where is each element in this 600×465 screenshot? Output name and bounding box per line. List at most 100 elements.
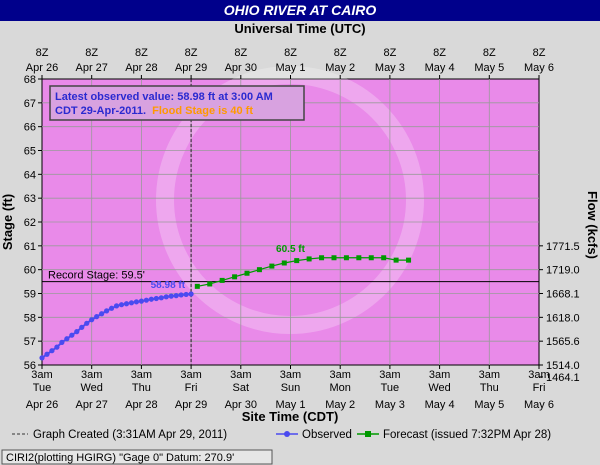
observed-point [168,293,174,299]
top-tick-time: 8Z [334,47,347,59]
info-box [49,85,305,121]
right-axis-title: Flow (kcfs) [585,191,600,259]
y-tick-label: 68 [24,74,36,86]
observed-point [64,336,70,342]
x-tick-date: May 5 [474,399,504,411]
flow-tick-label: 1771.5 [546,241,580,253]
y-tick-label: 63 [24,193,36,205]
x-tick-date: May 6 [524,399,554,411]
top-tick-time: 8Z [185,47,198,59]
info-line-1: Latest observed value: 58.98 ft at 3:00 … [55,91,273,103]
top-tick-date: May 5 [474,62,504,74]
observed-point [133,299,140,305]
x-tick-date: Apr 26 [26,399,58,411]
forecast-point [406,257,412,263]
forecast-peak-label: 60.5 ft [276,244,306,255]
title-bar [0,0,600,21]
x-tick-date: May 2 [325,399,355,411]
x-tick-time: 3am [31,369,52,381]
x-tick-day: Fri [533,382,546,394]
legend-observed-marker [284,431,290,437]
x-tick-day: Tue [33,382,52,394]
observed-peak-label: 58.98 ft [151,280,186,291]
x-tick-time: 3am [280,369,301,381]
observed-point [183,291,189,298]
observed-point [89,317,95,323]
x-tick-date: Apr 30 [225,399,257,411]
forecast-point [319,255,325,261]
top-tick-time: 8Z [483,47,496,59]
forecast-point [356,255,362,261]
observed-point [108,305,115,311]
observed-point [99,311,105,317]
legend-observed: Observed [302,429,352,441]
y-tick-label: 57 [24,336,36,348]
x-tick-day: Wed [80,382,102,394]
footer-box [1,449,273,465]
x-tick-date: Apr 27 [75,399,107,411]
top-tick-date: May 6 [524,62,554,74]
observed-point [158,295,164,301]
observed-point [128,300,135,306]
x-tick-time: 3am [230,369,251,381]
forecast-point [281,260,287,266]
top-tick-date: May 3 [375,62,405,74]
top-tick-time: 8Z [284,47,297,59]
x-tick-time: 3am [81,369,102,381]
forecast-point [232,274,238,280]
top-tick-time: 8Z [533,47,546,59]
flood-stage-text: Flood Stage is 40 ft [152,105,253,117]
observed-point [59,339,65,345]
top-tick-date: Apr 26 [26,62,58,74]
forecast-point [331,255,337,261]
flow-tick-label: 1719.0 [546,265,580,277]
x-tick-time: 3am [379,369,400,381]
top-tick-date: Apr 29 [175,62,207,74]
y-tick-label: 66 [24,122,36,134]
left-axis-title: Stage (ft) [0,194,15,250]
x-tick-date: May 3 [375,399,405,411]
legend-graph-created: Graph Created (3:31AM Apr 29, 2011) [33,429,227,441]
observed-point [178,292,184,298]
forecast-point [269,263,275,269]
legend-forecast-marker [365,431,371,437]
y-tick-label: 59 [24,289,36,301]
forecast-point [256,267,262,273]
x-tick-time: 3am [131,369,152,381]
record-stage-group: Record Stage: 59.5' [42,270,539,283]
x-tick-day: Thu [132,382,151,394]
bottom-axis-title: Site Time (CDT) [242,409,339,424]
observed-point [69,332,75,338]
right-axis: 1771.5 1719.0 1668.1 1618.0 1565.6 1514.01464… [539,241,580,384]
x-tick-date: May 4 [425,399,455,411]
observed-point [163,294,169,300]
y-tick-label: 58 [24,312,36,324]
x-tick-day: Fri [185,382,198,394]
observed-point [153,295,159,302]
observed-point [148,296,154,302]
observed-point [74,329,80,335]
observed-point [94,314,100,320]
forecast-series: 60.5 ft [194,244,412,289]
info-line-2: CDT 29-Apr-2011. Flood Stage is 40 ft [55,105,253,117]
top-axis-title: Universal Time (UTC) [234,21,365,36]
x-tick-date: Apr 29 [175,399,207,411]
top-tick-date: May 2 [325,62,355,74]
observed-series: 58.98 ft [39,280,194,361]
observed-point [54,344,60,350]
y-tick-label: 65 [24,146,36,158]
top-axis: 8Z Apr 26 8Z Apr 27 8Z Apr 28 8Z Apr 29 8Z Apr 30… [26,47,554,79]
forecast-point [381,255,387,261]
observed-point [123,301,130,307]
flow-tick-label: 1514.0 [546,360,580,372]
x-tick-day: Tue [381,382,400,394]
x-tick-time: 3am [429,369,450,381]
x-tick-date: Apr 28 [125,399,157,411]
observed-point [79,324,85,330]
observed-point [84,320,90,326]
top-tick-time: 8Z [234,47,247,59]
forecast-point [294,258,300,264]
observed-point [188,291,194,297]
